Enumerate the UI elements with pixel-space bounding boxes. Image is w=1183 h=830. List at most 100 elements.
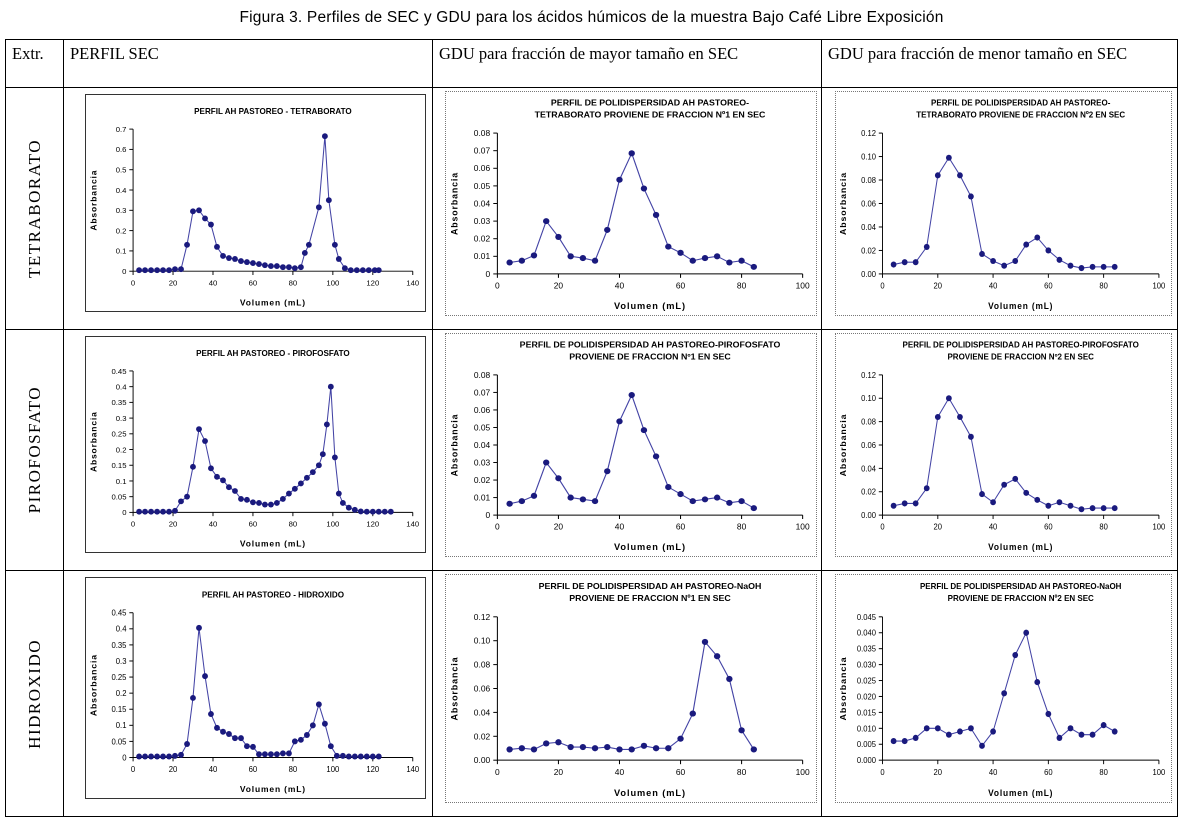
svg-text:Absorbancia: Absorbancia: [88, 411, 98, 472]
figure-table: Extr. PERFIL SEC GDU para fracción de ma…: [5, 39, 1178, 817]
svg-text:0.07: 0.07: [474, 389, 491, 398]
chart-frame: PERFIL DE POLIDISPERSIDAD AH PASTOREO-PI…: [445, 333, 817, 557]
svg-text:80: 80: [737, 282, 747, 291]
sec-profile-chart-hidroxido: PERFIL AH PASTOREO - HIDROXIDO 0 0.05 0.1 0.…: [88, 590, 420, 794]
svg-text:0.005: 0.005: [857, 740, 877, 749]
svg-text:0.15: 0.15: [111, 461, 126, 470]
svg-text:Volumen (mL): Volumen (mL): [240, 538, 306, 548]
chart-cell-pirofosfato-gdu-f2: PERFIL DE POLIDISPERSIDAD AH PASTOREO-PI…: [822, 330, 1177, 571]
svg-text:0.045: 0.045: [857, 613, 877, 622]
svg-text:PROVIENE DE FRACCION Nº1 EN SE: PROVIENE DE FRACCION Nº1 EN SEC: [569, 593, 731, 603]
svg-text:80: 80: [289, 765, 298, 774]
svg-text:PERFIL DE POLIDISPERSIDAD AH P: PERFIL DE POLIDISPERSIDAD AH PASTOREO-Na…: [920, 582, 1122, 591]
chart-frame: PERFIL DE POLIDISPERSIDAD AH PASTOREO- TE…: [835, 91, 1172, 316]
svg-text:0.06: 0.06: [861, 199, 876, 208]
svg-text:80: 80: [289, 278, 298, 287]
svg-text:0.6: 0.6: [116, 145, 127, 154]
svg-text:0.07: 0.07: [474, 147, 491, 156]
svg-text:0: 0: [486, 511, 491, 520]
svg-text:0: 0: [122, 753, 127, 762]
svg-text:100: 100: [326, 765, 340, 774]
svg-text:0.00: 0.00: [861, 511, 876, 520]
svg-text:0.04: 0.04: [861, 464, 876, 473]
svg-text:0.10: 0.10: [474, 636, 491, 646]
svg-text:PROVIENE DE FRACCION Nº1 EN SE: PROVIENE DE FRACCION Nº1 EN SEC: [569, 352, 731, 362]
chart-cell-tetraborato-gdu-f2: PERFIL DE POLIDISPERSIDAD AH PASTOREO- TE…: [822, 88, 1177, 330]
svg-text:20: 20: [554, 523, 564, 532]
svg-text:Volumen (mL): Volumen (mL): [614, 301, 686, 311]
svg-text:Volumen (mL): Volumen (mL): [614, 788, 686, 798]
svg-text:0: 0: [131, 765, 136, 774]
svg-text:20: 20: [169, 520, 178, 529]
chart-cell-pirofosfato-gdu-f1: PERFIL DE POLIDISPERSIDAD AH PASTOREO-PI…: [433, 330, 822, 571]
svg-text:20: 20: [169, 765, 178, 774]
svg-text:0.2: 0.2: [116, 226, 127, 235]
svg-text:0.7: 0.7: [116, 125, 127, 134]
chart-cell-tetraborato-gdu-f1: PERFIL DE POLIDISPERSIDAD AH PASTOREO- TE…: [433, 88, 822, 330]
svg-text:0.025: 0.025: [857, 676, 877, 685]
svg-text:Absorbancia: Absorbancia: [839, 656, 849, 720]
svg-text:0: 0: [495, 767, 500, 777]
svg-text:Absorbancia: Absorbancia: [838, 172, 848, 235]
svg-text:PERFIL AH PASTOREO - HIDROXIDO: PERFIL AH PASTOREO - HIDROXIDO: [202, 590, 345, 599]
svg-text:100: 100: [796, 282, 810, 291]
header-cell-extr: Extr.: [6, 40, 64, 88]
svg-text:0.45: 0.45: [111, 609, 127, 618]
svg-text:0.08: 0.08: [474, 371, 491, 380]
svg-text:0.1: 0.1: [116, 477, 127, 486]
svg-text:0.02: 0.02: [861, 488, 876, 497]
svg-text:0.05: 0.05: [474, 424, 491, 433]
svg-text:0.3: 0.3: [116, 414, 127, 423]
svg-text:0.08: 0.08: [474, 129, 491, 138]
svg-text:40: 40: [989, 768, 998, 777]
svg-text:0.02: 0.02: [861, 246, 876, 255]
svg-text:0.1: 0.1: [116, 247, 127, 256]
svg-text:20: 20: [554, 767, 564, 777]
svg-text:0.45: 0.45: [111, 367, 126, 376]
svg-text:120: 120: [366, 278, 379, 287]
svg-text:0: 0: [880, 281, 885, 290]
chart-frame: PERFIL DE POLIDISPERSIDAD AH PASTOREO- TE…: [445, 91, 817, 316]
svg-text:100: 100: [1153, 523, 1166, 532]
svg-text:60: 60: [1044, 281, 1053, 290]
svg-text:20: 20: [934, 281, 943, 290]
svg-text:0.00: 0.00: [861, 270, 876, 279]
svg-text:0.03: 0.03: [474, 217, 491, 226]
header-cell-gdu-menor: GDU para fracción de menor tamaño en SEC: [822, 40, 1177, 88]
svg-text:140: 140: [406, 520, 419, 529]
svg-text:0.05: 0.05: [111, 493, 126, 502]
svg-text:0.06: 0.06: [474, 164, 491, 173]
svg-text:0.04: 0.04: [474, 708, 491, 718]
gdu-fraction1-chart-tetraborato: PERFIL DE POLIDISPERSIDAD AH PASTOREO- TE…: [449, 98, 810, 311]
svg-text:0.040: 0.040: [857, 629, 877, 638]
svg-text:80: 80: [737, 523, 747, 532]
svg-text:0.00: 0.00: [474, 755, 491, 765]
sec-profile-chart-pirofosfato: PERFIL AH PASTOREO - PIROFOSFATO 0 0.05 0.1…: [88, 349, 419, 548]
chart-frame: PERFIL AH PASTOREO - PIROFOSFATO 0 0.05 0.1…: [85, 336, 426, 553]
figure-caption: Figura 3. Perfiles de SEC y GDU para los…: [239, 9, 944, 26]
svg-text:0.12: 0.12: [861, 129, 876, 138]
svg-text:0.03: 0.03: [474, 459, 491, 468]
svg-text:80: 80: [1099, 768, 1108, 777]
svg-text:0.04: 0.04: [474, 200, 491, 209]
svg-text:60: 60: [1044, 523, 1053, 532]
svg-text:140: 140: [406, 765, 420, 774]
gdu-fraction1-chart-hidroxido: PERFIL DE POLIDISPERSIDAD AH PASTOREO-Na…: [449, 581, 810, 798]
svg-text:Absorbancia: Absorbancia: [449, 172, 459, 235]
svg-text:PERFIL DE POLIDISPERSIDAD AH P: PERFIL DE POLIDISPERSIDAD AH PASTOREO-Na…: [539, 581, 762, 591]
svg-text:PERFIL AH PASTOREO - TETRABOR: PERFIL AH PASTOREO - TETRABORATO: [194, 107, 352, 116]
svg-text:0.12: 0.12: [861, 371, 876, 380]
chart-cell-pirofosfato-sec: PERFIL AH PASTOREO - PIROFOSFATO 0 0.05 0.1…: [64, 330, 433, 571]
chart-cell-hidroxido-sec: PERFIL AH PASTOREO - HIDROXIDO 0 0.05 0.1 0.…: [64, 571, 433, 816]
svg-text:Volumen (mL): Volumen (mL): [988, 301, 1053, 311]
svg-text:100: 100: [326, 520, 339, 529]
svg-text:60: 60: [249, 520, 258, 529]
svg-text:0: 0: [495, 523, 500, 532]
svg-text:100: 100: [796, 767, 810, 777]
svg-text:0.25: 0.25: [111, 430, 126, 439]
svg-text:40: 40: [615, 767, 625, 777]
svg-text:120: 120: [366, 765, 380, 774]
svg-text:0.08: 0.08: [861, 176, 876, 185]
svg-text:Absorbancia: Absorbancia: [449, 656, 459, 720]
svg-text:Absorbancia: Absorbancia: [838, 414, 848, 477]
